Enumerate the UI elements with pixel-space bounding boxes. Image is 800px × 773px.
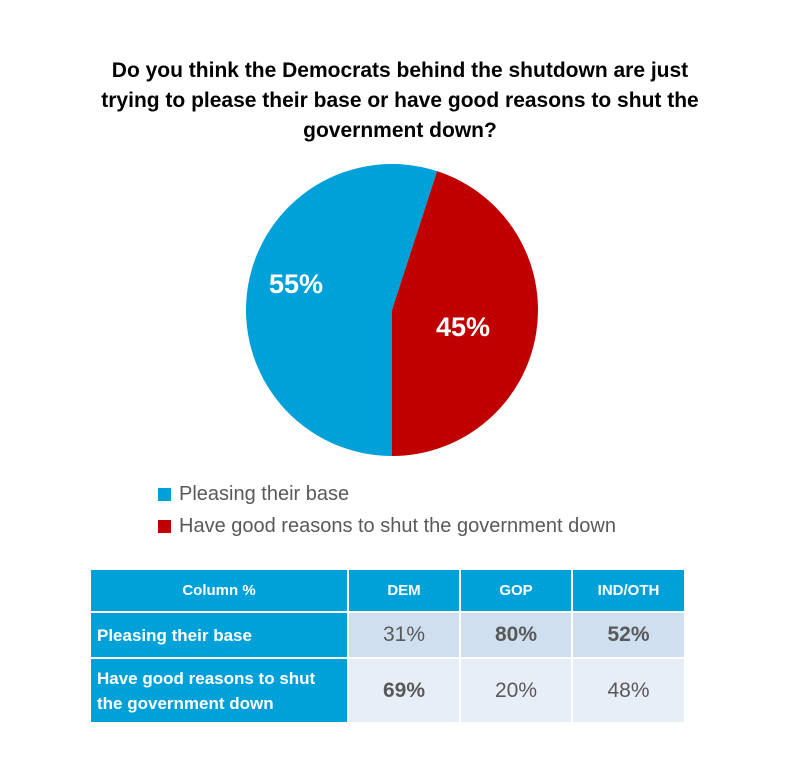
header-cell: IND/OTH [573, 570, 684, 611]
chart-title: Do you think the Democrats behind the sh… [101, 59, 699, 142]
legend-item-good-reasons: Have good reasons to shut the government… [158, 515, 616, 538]
header-cell: GOP [461, 570, 571, 611]
legend-label: Have good reasons to shut the government… [179, 515, 616, 537]
row-label: Have good reasons to shut the government… [91, 659, 347, 722]
pie-chart: 55% 45% [245, 164, 538, 457]
table-header-row: Column % DEM GOP IND/OTH [91, 570, 684, 611]
legend-swatch-red [158, 520, 171, 533]
pie-slice [245, 164, 438, 457]
cell: 80% [461, 613, 571, 657]
slice-label: 45% [436, 312, 490, 342]
legend-item-pleasing: Pleasing their base [158, 483, 349, 506]
crosstab-table: Column % DEM GOP IND/OTH Pleasing their … [89, 568, 686, 724]
legend-label: Pleasing their base [179, 483, 350, 505]
legend-swatch-blue [158, 488, 171, 501]
cell: 69% [349, 659, 459, 722]
table-row: Have good reasons to shut the government… [91, 659, 684, 722]
cell: 31% [349, 613, 459, 657]
table-row: Pleasing their base 31% 80% 52% [91, 613, 684, 657]
slice-label: 55% [269, 269, 323, 299]
cell: 52% [573, 613, 684, 657]
pie-slice [392, 171, 538, 456]
header-cell: Column % [91, 570, 347, 611]
cell: 48% [573, 659, 684, 722]
header-cell: DEM [349, 570, 459, 611]
row-label: Pleasing their base [91, 613, 347, 657]
cell: 20% [461, 659, 571, 722]
